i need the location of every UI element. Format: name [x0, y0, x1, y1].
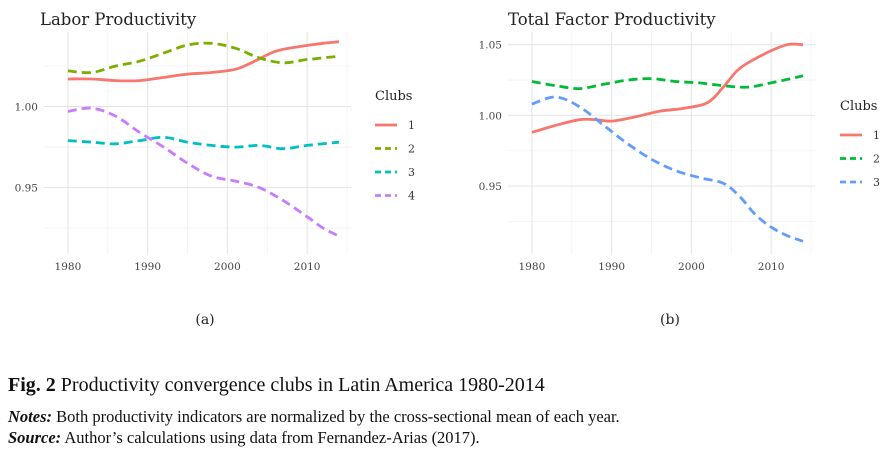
chart-panel-a: 1980 1990 2000 2010 0.95 1.00 Labor Productivi…: [15, 10, 415, 328]
series-line-club-4: [67, 106, 340, 238]
legend-label-club-3: 3: [873, 176, 880, 189]
series-line-club-2: [531, 74, 804, 91]
y-tick-label: 0.95: [15, 183, 38, 195]
panel-label: (a): [195, 312, 214, 328]
notes-text: Both productivity indicators are normali…: [56, 407, 620, 426]
chart-panel-b: 1980 1990 2000 2010 0.95 1.00 1.05 Total Factor…: [479, 10, 880, 328]
legend-label-club-1: 1: [873, 129, 880, 142]
x-tick-label: 2000: [678, 261, 705, 273]
grid: [44, 32, 351, 254]
y-tick-label: 1.05: [479, 40, 502, 52]
y-tick-label: 1.00: [15, 102, 38, 114]
x-tick-label: 2010: [758, 261, 785, 273]
notes-label: Notes:: [8, 407, 52, 426]
chart-title: Labor Productivity: [40, 10, 197, 29]
x-tick-label: 1980: [55, 261, 82, 273]
x-tick-label: 1980: [519, 261, 546, 273]
legend-title: Clubs: [840, 99, 877, 114]
chart-title: Total Factor Productivity: [508, 10, 716, 29]
panel-label: (b): [660, 312, 680, 328]
x-tick-label: 2010: [294, 261, 321, 273]
figure-caption-title: Fig. 2 Productivity convergence clubs in…: [8, 374, 545, 397]
y-tick-label: 1.00: [479, 110, 502, 122]
legend-label-club-3: 3: [408, 166, 415, 179]
x-tick-label: 2000: [214, 261, 241, 273]
x-tick-label: 1990: [598, 261, 625, 273]
legend-label-club-2: 2: [408, 143, 415, 156]
series-line-club-1: [531, 42, 804, 134]
series-line-club-2: [67, 41, 340, 75]
legend: Clubs 1 2 3: [840, 99, 880, 189]
figure-source: Source: Author’s calculations using data…: [8, 428, 480, 448]
legend: Clubs 1 2 3 4: [375, 89, 415, 203]
legend-label-club-4: 4: [408, 190, 415, 203]
y-tick-label: 0.95: [479, 181, 502, 193]
x-tick-label: 1990: [134, 261, 161, 273]
series-line-club-1: [67, 40, 340, 83]
source-label: Source:: [8, 428, 62, 447]
series-line-club-3: [531, 95, 804, 243]
figure-label: Fig. 2: [8, 374, 56, 396]
figure-title: Productivity convergence clubs in Latin …: [60, 374, 545, 396]
legend-title: Clubs: [375, 89, 412, 104]
figure-notes: Notes: Both productivity indicators are …: [8, 407, 620, 427]
source-text: Author’s calculations using data from Fe…: [64, 428, 480, 447]
legend-label-club-2: 2: [873, 153, 880, 166]
series-line-club-3: [67, 135, 340, 151]
legend-label-club-1: 1: [408, 119, 415, 132]
grid: [508, 32, 815, 254]
